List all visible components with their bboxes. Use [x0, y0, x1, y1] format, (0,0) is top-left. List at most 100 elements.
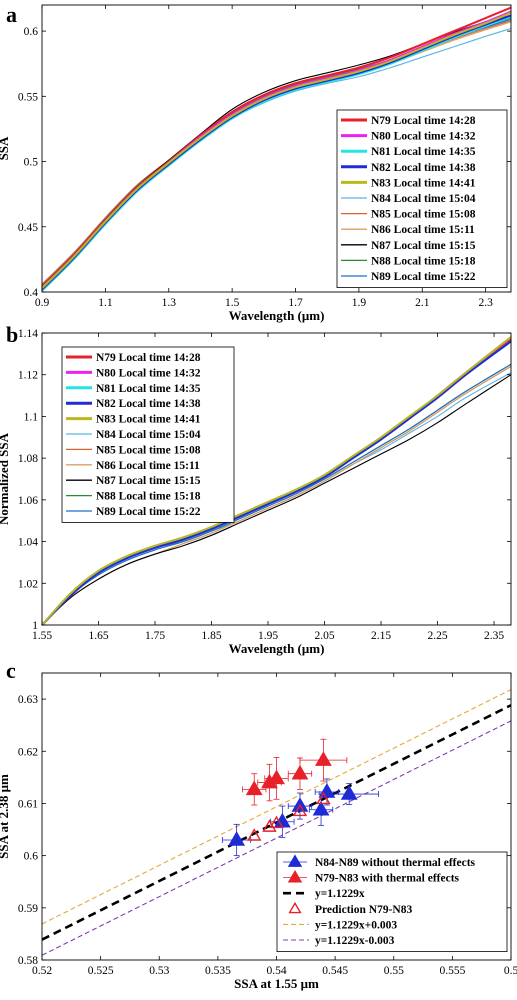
x-tick-label: 0.545 [322, 965, 348, 977]
chart-panel-b: 1.55 1.65 1.75 1.85 1.95 2.05 2.15 2.25 2.35 1 1.0… [0, 328, 512, 656]
legend-entry: N80 Local time 14:32 [371, 131, 476, 143]
data-point [262, 819, 277, 832]
legend-entry: N81 Local time 14:35 [371, 146, 476, 158]
chart-panel-a: 0.9 1.1 1.3 1.5 1.7 1.9 2.1 2.3 0.4 0.45 0.5 0.55 0.… [0, 4, 512, 323]
x-tick-label: 0.5 [504, 965, 517, 977]
x-tick-label: 0.55 [384, 965, 404, 977]
y-tick-label: 0.55 [18, 91, 38, 103]
y-axis-label: Normalized SSA [0, 432, 11, 525]
y-axis-label: SSA [0, 136, 11, 160]
x-tick-label: 1.1 [98, 297, 113, 309]
x-tick-label: 1.95 [258, 630, 278, 642]
x-tick-label: 2.05 [314, 630, 334, 642]
x-tick-label: 2.3 [478, 297, 493, 309]
series-line [41, 374, 512, 626]
x-tick-label: 0.53 [149, 965, 169, 977]
panel-label-a: a [6, 2, 17, 27]
legend-box [276, 851, 508, 952]
legend-entry: N85 Local time 15:08 [96, 444, 201, 456]
legend-entry: N82 Local time 14:38 [96, 398, 201, 410]
legend-entry: N84 Local time 15:04 [371, 193, 476, 205]
legend-entry: N89 Local time 15:22 [96, 506, 201, 518]
x-tick-label: 1.65 [88, 630, 108, 642]
fit-line [42, 689, 511, 925]
data-point [314, 751, 332, 766]
legend-entry: N84 Local time 15:04 [96, 429, 201, 441]
y-tick-label: 0.61 [18, 798, 38, 810]
data-point [268, 769, 285, 785]
legend-entry: N84-N89 without thermal effects [315, 857, 476, 869]
legend-entry: N80 Local time 14:32 [96, 367, 201, 379]
legend-entry: y=1.1229x-0.003 [315, 935, 395, 947]
fit-line [42, 704, 511, 941]
legend-marker [287, 854, 303, 867]
plot-content [42, 689, 511, 956]
legend-entry: N85 Local time 15:08 [371, 209, 476, 221]
y-tick-label: 0.6 [24, 851, 39, 863]
x-tick-label: 0.525 [88, 965, 114, 977]
series-line [41, 363, 512, 626]
x-tick-label: 0.52 [32, 965, 52, 977]
x-tick-label: 2.25 [427, 630, 447, 642]
y-tick-label: 1.08 [18, 453, 38, 465]
series-line [41, 11, 512, 289]
legend-entry: y=1.1229x+0.003 [315, 919, 397, 931]
x-tick-label: 0.54 [266, 965, 286, 977]
data-point [292, 803, 308, 817]
x-tick-label: 1.85 [201, 630, 221, 642]
x-tick-label: 1.7 [288, 297, 303, 309]
y-tick-label: 1.12 [18, 370, 38, 382]
legend-entry: N87 Local time 15:15 [96, 475, 201, 487]
y-tick-label: 1.06 [18, 495, 38, 507]
legend-entry: N86 Local time 15:11 [96, 460, 200, 472]
data-point [269, 815, 284, 829]
y-tick-label: 0.63 [18, 694, 38, 706]
x-tick-label: 0.555 [439, 965, 465, 977]
panel-label-b: b [6, 322, 18, 347]
legend-marker [287, 869, 303, 883]
data-point [247, 828, 262, 841]
legend-entry: N87 Local time 15:15 [371, 240, 476, 252]
legend-entry: N89 Local time 15:22 [371, 271, 476, 283]
series-line [41, 336, 512, 626]
x-tick-label: 1.55 [32, 630, 52, 642]
legend-entry: N82 Local time 14:38 [371, 162, 476, 174]
legend-entry: N86 Local time 15:11 [371, 224, 475, 236]
y-tick-label: 0.6 [24, 26, 39, 38]
y-tick-label: 0.45 [18, 222, 38, 234]
data-point [316, 791, 331, 805]
panel-label-c: c [6, 658, 16, 683]
x-axis-label: Wavelength (μm) [229, 641, 325, 656]
data-point [312, 800, 330, 816]
data-point [291, 764, 309, 780]
series-line [41, 340, 512, 626]
x-tick-label: 1.5 [225, 297, 240, 309]
y-tick-label: 0.59 [18, 903, 38, 915]
legend-entry: N83 Local time 14:41 [96, 414, 201, 426]
legend-entry: Prediction N79-N83 [315, 904, 412, 916]
x-tick-label: 2.35 [484, 630, 504, 642]
legend-entry: N88 Local time 15:18 [96, 491, 201, 503]
y-axis-label: SSA at 2.38 μm [0, 774, 11, 859]
x-tick-label: 0.9 [35, 297, 50, 309]
x-tick-label: 1.75 [145, 630, 165, 642]
legend-entry: N88 Local time 15:18 [371, 255, 476, 267]
x-tick-label: 1.9 [352, 297, 367, 309]
y-tick-label: 1 [32, 620, 38, 632]
legend-box [336, 109, 508, 289]
y-tick-label: 1.14 [18, 328, 38, 340]
x-tick-label: 2.15 [371, 630, 391, 642]
y-tick-label: 0.5 [24, 157, 39, 169]
legend-entry: N79 Local time 14:28 [96, 352, 201, 364]
y-tick-label: 0.4 [24, 287, 39, 299]
x-tick-label: 2.1 [415, 297, 430, 309]
legend-box [61, 346, 235, 523]
legend-marker [288, 901, 302, 914]
data-point [245, 780, 263, 796]
x-tick-label: 0.535 [205, 965, 231, 977]
legend-entry: N79 Local time 14:28 [371, 115, 476, 127]
plot-border [41, 4, 512, 293]
data-point [340, 785, 358, 800]
y-tick-label: 0.62 [18, 746, 38, 758]
